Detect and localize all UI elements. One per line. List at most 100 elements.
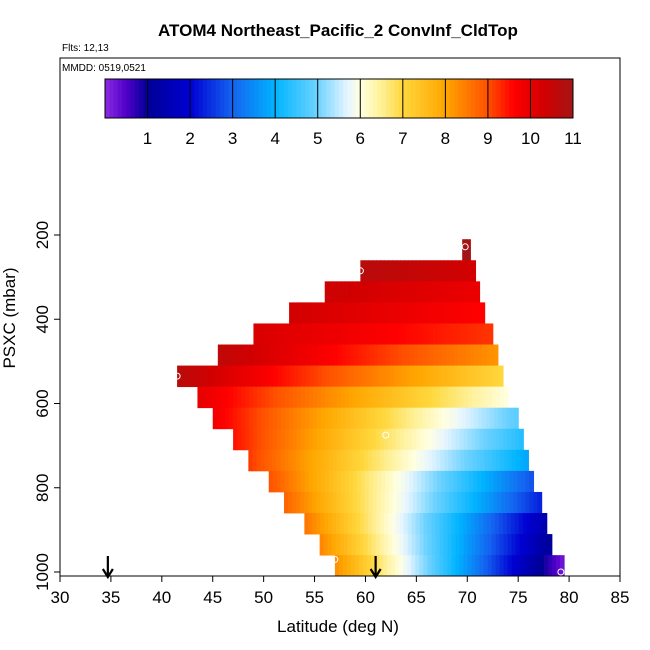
heatmap-cell — [425, 470, 430, 493]
heatmap-cell — [392, 302, 398, 324]
heatmap-cell — [440, 491, 446, 514]
heatmap-cell — [427, 260, 433, 282]
colorbar-segment — [407, 79, 412, 118]
heatmap-cell — [480, 302, 486, 324]
heatmap-cell — [413, 407, 419, 430]
colorbar-segment — [436, 79, 442, 118]
heatmap-cell — [469, 470, 474, 493]
heatmap-cell — [507, 555, 513, 577]
heatmap-cell — [471, 260, 477, 282]
heatmap-cell — [400, 281, 405, 303]
colorbar-segment — [224, 79, 229, 118]
heatmap-cell — [416, 281, 421, 303]
heatmap-cell — [308, 386, 314, 409]
heatmap-cell — [471, 555, 477, 577]
heatmap-cell — [483, 534, 489, 556]
heatmap-cell — [372, 260, 377, 282]
x-tick-label: 60 — [356, 588, 375, 607]
heatmap-cell — [463, 534, 469, 556]
heatmap-cell — [459, 428, 465, 451]
heatmap-cell — [300, 386, 306, 409]
arrow-marker — [369, 556, 382, 580]
heatmap-cell — [328, 386, 334, 409]
heatmap-cell — [531, 534, 537, 556]
heatmap-cell — [324, 491, 329, 514]
heatmap-cell — [309, 407, 314, 430]
heatmap-cell — [499, 513, 504, 535]
colorbar-segment — [134, 79, 140, 118]
location-marker — [173, 372, 181, 380]
heatmap-cell — [337, 323, 342, 345]
heatmap-cell — [237, 386, 242, 409]
heatmap-cell — [401, 344, 407, 366]
heatmap-cell — [443, 281, 449, 303]
heatmap-cell — [264, 407, 270, 430]
heatmap-cell — [345, 407, 350, 430]
heatmap-cell — [364, 449, 369, 472]
heatmap-cell — [482, 365, 488, 388]
x-tick-label: 40 — [152, 588, 171, 607]
heatmap-cell — [463, 260, 469, 282]
heatmap-cell — [465, 407, 471, 430]
colorbar-segment — [347, 79, 353, 118]
heatmap-cell — [356, 470, 362, 493]
heatmap-cell — [432, 449, 437, 472]
colorbar-segment — [211, 79, 217, 118]
heatmap-cell — [352, 491, 358, 514]
heatmap-cell — [317, 302, 322, 324]
heatmap-cell — [383, 513, 389, 535]
heatmap-cell — [447, 281, 453, 303]
heatmap-cell — [410, 365, 416, 388]
heatmap-cell — [420, 449, 425, 472]
heatmap-cell — [529, 491, 535, 514]
heatmap-cell — [507, 428, 512, 451]
heatmap-cell — [260, 428, 266, 451]
heatmap-cell — [340, 281, 346, 303]
heatmap-cell — [372, 281, 377, 303]
heatmap-cell — [476, 449, 481, 472]
heatmap-cell — [292, 470, 298, 493]
heatmap-cell — [341, 344, 347, 366]
colorbar-segment — [253, 79, 259, 118]
heatmap-cell — [429, 407, 435, 430]
heatmap-cell — [428, 302, 434, 324]
heatmap-cell — [495, 428, 501, 451]
colorbar-segment — [279, 79, 285, 118]
heatmap-cell — [445, 344, 451, 366]
heatmap-cell — [375, 534, 381, 556]
heatmap-cell — [348, 470, 354, 493]
heatmap-cell — [399, 555, 404, 577]
heatmap-row — [233, 428, 524, 451]
heatmap-cell — [416, 323, 422, 345]
heatmap-cell — [388, 386, 394, 409]
heatmap-cell — [466, 239, 471, 261]
heatmap-cell — [455, 555, 461, 577]
heatmap-cell — [344, 449, 349, 472]
heatmap-cell — [456, 449, 461, 472]
heatmap-cell — [555, 555, 561, 577]
colorbar-segment — [458, 79, 463, 118]
heatmap-cell — [324, 428, 330, 451]
heatmap-cell — [447, 260, 453, 282]
heatmap-cell — [448, 386, 453, 409]
heatmap-cell — [444, 386, 449, 409]
heatmap-cell — [333, 323, 338, 345]
colorbar-segment — [339, 79, 344, 118]
heatmap-cell — [392, 428, 397, 451]
heatmap-cell — [388, 302, 394, 324]
heatmap-cell — [388, 281, 393, 303]
heatmap-cell — [374, 365, 379, 388]
heatmap-cell — [468, 449, 473, 472]
colorbar-segment — [249, 79, 255, 118]
colorbar-segment — [351, 79, 357, 118]
heatmap-cell — [344, 302, 350, 324]
heatmap-cell — [281, 386, 286, 409]
x-axis: 30 35 40 45 50 55 60 65 70 75 80 85 — [51, 575, 629, 607]
heatmap-cell — [372, 449, 377, 472]
heatmap-cell — [332, 491, 337, 514]
heatmap-cell — [273, 407, 278, 430]
heatmap-cell — [412, 386, 418, 409]
heatmap-cell — [427, 534, 433, 556]
heatmap-cell — [392, 260, 397, 282]
colorbar-segment — [236, 79, 242, 118]
